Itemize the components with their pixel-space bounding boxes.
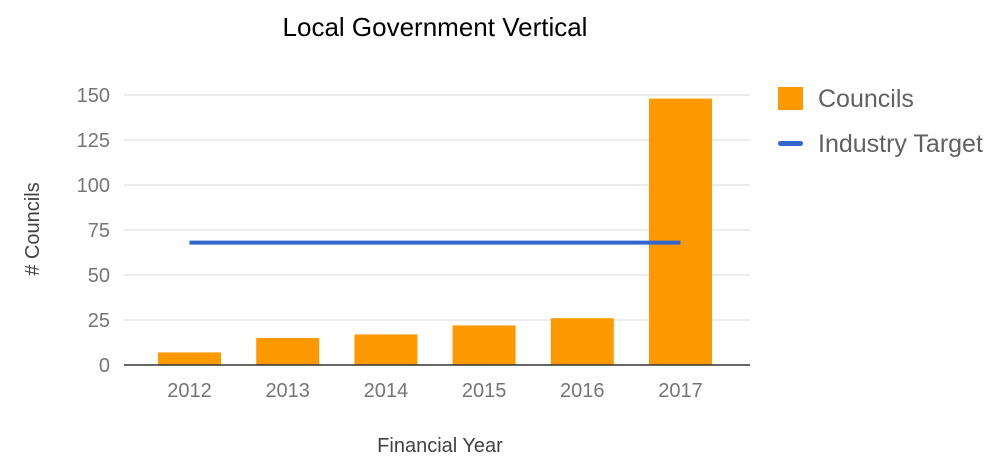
bar-councils-2015 [452, 325, 516, 365]
y-axis-label: # Councils [22, 182, 44, 275]
y-tick-label: 25 [88, 310, 110, 332]
bar-councils-2014 [354, 334, 418, 365]
x-tick-label: 2016 [560, 380, 605, 402]
bar-councils-2013 [256, 338, 320, 365]
legend-label-councils: Councils [818, 85, 914, 113]
y-tick-labels: 0 25 50 75 100 125 150 [77, 85, 110, 377]
bar-councils-2016 [550, 318, 614, 365]
x-tick-label: 2017 [658, 380, 703, 402]
bar-councils-2017 [649, 98, 712, 365]
y-tick-label: 0 [99, 355, 110, 377]
x-axis-label: Financial Year [377, 435, 503, 457]
legend-swatch-industry-target [778, 141, 803, 146]
y-tick-label: 75 [88, 220, 110, 242]
y-tick-label: 50 [88, 265, 110, 287]
legend-label-industry-target: Industry Target [818, 130, 983, 158]
chart-title: Local Government Vertical [283, 12, 588, 42]
legend-swatch-councils [778, 87, 803, 110]
legend: Councils Industry Target [778, 85, 983, 158]
y-tick-label: 100 [77, 175, 110, 197]
y-tick-label: 150 [77, 85, 110, 107]
y-tick-label: 125 [77, 130, 110, 152]
bar-councils-2012 [158, 352, 221, 365]
x-tick-label: 2013 [265, 380, 310, 402]
x-tick-label: 2012 [167, 380, 212, 402]
x-tick-label: 2015 [462, 380, 507, 402]
x-tick-label: 2014 [364, 380, 409, 402]
bars [158, 98, 712, 365]
grid [124, 94, 750, 321]
x-tick-labels: 2012 2013 2014 2015 2016 2017 [167, 380, 703, 402]
